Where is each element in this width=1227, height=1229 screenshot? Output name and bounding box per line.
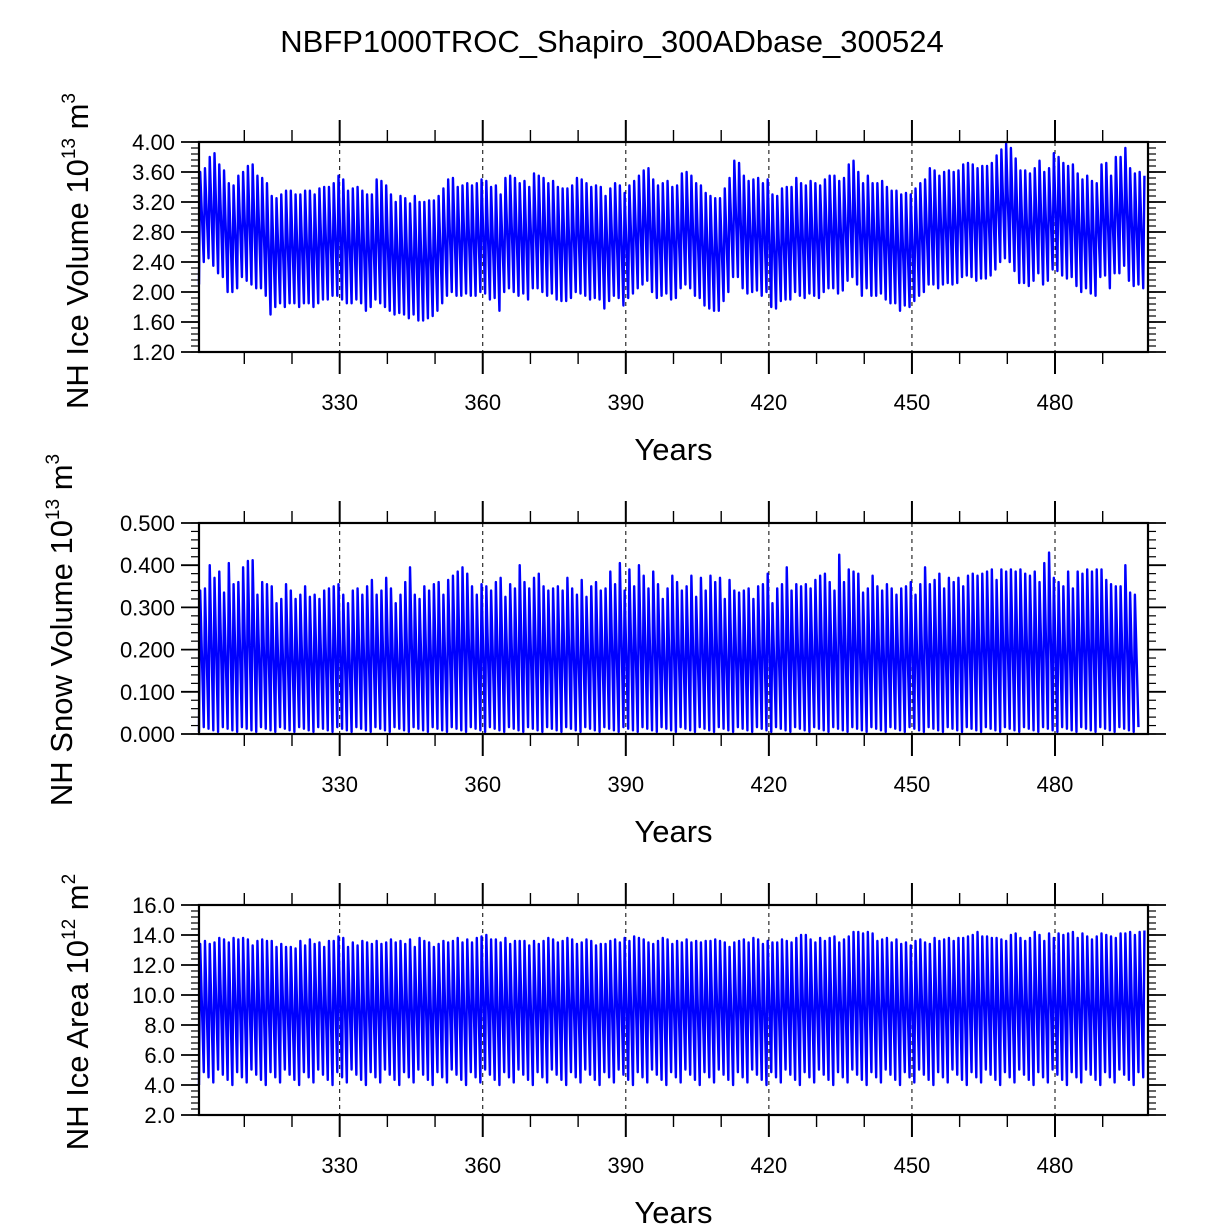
x-tick-label: 360 — [464, 390, 501, 415]
x-tick-label: 420 — [751, 772, 788, 797]
y-tick-label: 2.80 — [132, 220, 175, 245]
x-tick-label: 450 — [894, 390, 931, 415]
y-tick-label: 16.0 — [132, 893, 175, 918]
x-axis-title: Years — [634, 432, 712, 467]
data-series-line-1 — [197, 930, 1146, 1087]
x-tick-label: 330 — [321, 390, 358, 415]
x-tick-label: 390 — [607, 772, 644, 797]
y-tick-label: 4.0 — [144, 1073, 175, 1098]
x-tick-label: 480 — [1037, 390, 1074, 415]
x-axis-title: Years — [634, 814, 712, 849]
y-tick-label: 3.20 — [132, 190, 175, 215]
x-tick-label: 390 — [607, 1153, 644, 1178]
y-tick-label: 0.300 — [120, 595, 175, 620]
x-tick-label: 390 — [607, 390, 644, 415]
y-tick-label: 2.00 — [132, 280, 175, 305]
y-axis-title: NH Snow Volume 1013 m3 — [43, 454, 79, 806]
y-tick-label: 10.0 — [132, 983, 175, 1008]
x-tick-label: 480 — [1037, 772, 1074, 797]
y-tick-label: 12.0 — [132, 953, 175, 978]
data-series-line-1 — [197, 551, 1140, 734]
y-tick-label: 1.60 — [132, 310, 175, 335]
x-tick-label: 330 — [321, 772, 358, 797]
x-tick-label: 360 — [464, 772, 501, 797]
y-tick-label: 4.00 — [132, 130, 175, 155]
y-tick-label: 0.200 — [120, 638, 175, 663]
y-tick-label: 6.0 — [144, 1043, 175, 1068]
y-tick-label: 0.000 — [120, 722, 175, 747]
y-tick-label: 3.60 — [132, 160, 175, 185]
panels: 1.20 1.60 2.00 2.40 2.80 3.20 3.60 4.00 330 360 39… — [43, 93, 1166, 1229]
x-tick-label: 480 — [1037, 1153, 1074, 1178]
x-tick-label: 420 — [751, 1153, 788, 1178]
figure-title: NBFP1000TROC_Shapiro_300ADbase_300524 — [280, 24, 944, 59]
y-tick-label: 0.500 — [120, 511, 175, 536]
y-tick-label: 2.0 — [144, 1103, 175, 1128]
y-tick-label: 0.400 — [120, 553, 175, 578]
chart-panel-1: 1.20 1.60 2.00 2.40 2.80 3.20 3.60 4.00 330 360 39… — [59, 93, 1166, 467]
x-tick-label: 360 — [464, 1153, 501, 1178]
y-tick-label: 8.0 — [144, 1013, 175, 1038]
y-tick-label: 0.100 — [120, 680, 175, 705]
chart-panel-2: 0.000 0.100 0.200 0.300 0.400 0.500 330 360 390 4… — [43, 454, 1166, 849]
x-tick-label: 450 — [894, 772, 931, 797]
y-axis-title: NH Ice Volume 1013 m3 — [59, 93, 95, 409]
x-axis-title: Years — [634, 1195, 712, 1229]
x-tick-label: 420 — [751, 390, 788, 415]
x-tick-label: 450 — [894, 1153, 931, 1178]
y-tick-label: 14.0 — [132, 923, 175, 948]
y-tick-label: 2.40 — [132, 250, 175, 275]
data-series-line-1 — [197, 142, 1146, 322]
y-tick-label: 1.20 — [132, 340, 175, 365]
chart-panel-3: 2.0 4.0 6.0 8.0 10.0 12.0 14.0 16.0 330 360 390 420… — [59, 874, 1166, 1229]
y-axis-title: NH Ice Area 1012 m2 — [59, 874, 95, 1150]
x-tick-label: 330 — [321, 1153, 358, 1178]
